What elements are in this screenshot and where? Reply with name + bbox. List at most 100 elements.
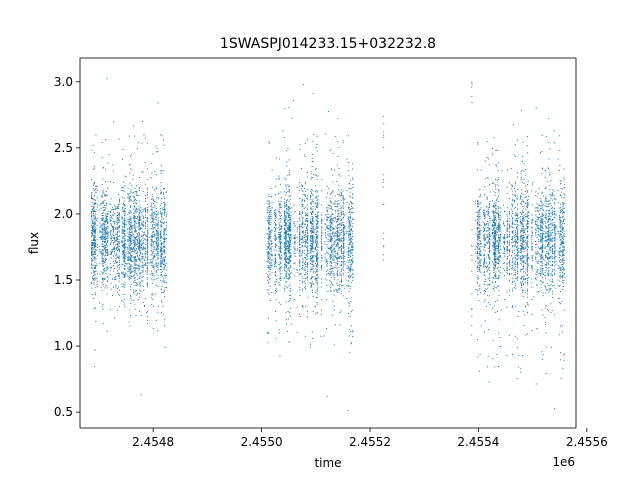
data-point: [164, 203, 166, 205]
data-point: [117, 222, 119, 224]
data-point: [336, 273, 338, 275]
data-point: [351, 226, 353, 228]
data-point: [306, 273, 308, 275]
data-point: [334, 324, 336, 326]
data-point: [161, 247, 163, 249]
data-point: [138, 237, 140, 239]
data-point: [124, 245, 126, 247]
data-point: [316, 259, 318, 261]
data-point: [267, 332, 269, 334]
data-point: [326, 270, 328, 272]
data-point: [287, 269, 289, 271]
data-point: [316, 231, 318, 233]
data-point: [165, 221, 167, 223]
data-point: [267, 253, 269, 255]
data-point: [333, 256, 335, 258]
data-point: [121, 272, 123, 274]
data-point: [118, 219, 120, 221]
data-point: [115, 206, 117, 208]
data-point: [105, 205, 107, 207]
data-point: [330, 221, 332, 223]
data-point: [325, 219, 327, 221]
data-point: [131, 256, 133, 258]
data-point: [352, 270, 354, 272]
data-point: [311, 213, 313, 215]
data-point: [117, 227, 119, 229]
data-point: [288, 248, 290, 250]
data-point: [340, 229, 342, 231]
data-point: [312, 248, 314, 250]
data-point: [339, 205, 341, 207]
data-point: [140, 228, 142, 230]
data-point: [268, 267, 270, 269]
data-point: [307, 296, 309, 298]
data-point: [130, 258, 132, 260]
data-point: [333, 169, 335, 171]
data-point: [114, 223, 116, 225]
data-point: [352, 260, 354, 262]
data-point: [284, 258, 286, 260]
data-point: [334, 210, 336, 212]
data-point: [343, 244, 345, 246]
data-point: [302, 288, 304, 290]
data-point: [331, 238, 333, 240]
data-point: [316, 224, 318, 226]
data-point: [131, 251, 133, 253]
data-point: [285, 242, 287, 244]
data-point: [293, 236, 295, 238]
data-point: [139, 289, 141, 291]
data-point: [112, 235, 114, 236]
data-point: [275, 320, 277, 322]
data-point: [316, 301, 318, 303]
data-point: [329, 284, 331, 286]
data-point: [117, 265, 119, 267]
data-point: [161, 302, 163, 304]
data-point: [307, 264, 309, 266]
data-point: [131, 247, 133, 249]
data-point: [284, 236, 286, 238]
data-point: [283, 225, 285, 227]
data-point: [113, 243, 115, 245]
data-point: [306, 268, 308, 270]
data-point: [332, 190, 334, 192]
data-point: [142, 263, 144, 265]
data-point: [157, 196, 159, 198]
data-point: [321, 282, 323, 284]
data-point: [110, 282, 112, 284]
data-point: [138, 264, 140, 266]
data-point: [288, 244, 290, 246]
data-point: [96, 185, 98, 187]
data-point: [164, 296, 166, 298]
data-point: [301, 238, 303, 240]
data-point: [134, 258, 136, 260]
data-point: [343, 256, 345, 258]
data-point: [105, 246, 107, 248]
data-point: [310, 247, 312, 249]
data-point: [306, 195, 308, 197]
data-point: [138, 277, 140, 279]
data-point: [310, 196, 312, 198]
data-point: [157, 285, 159, 287]
data-point: [129, 253, 131, 255]
data-point: [285, 262, 287, 264]
data-point: [106, 293, 108, 295]
data-point: [147, 322, 149, 324]
data-point: [278, 241, 280, 243]
data-point: [333, 290, 335, 292]
data-point: [157, 235, 159, 237]
data-point: [129, 232, 131, 234]
data-point: [116, 244, 118, 246]
data-point: [321, 230, 323, 232]
data-point: [333, 247, 335, 249]
data-point: [91, 198, 93, 200]
data-point: [161, 254, 163, 256]
data-point: [274, 292, 276, 294]
data-point: [337, 236, 339, 238]
data-point: [103, 233, 105, 235]
data-point: [349, 288, 351, 290]
data-point: [138, 223, 140, 225]
data-point: [310, 237, 312, 239]
data-point: [296, 186, 298, 188]
data-point: [123, 285, 125, 287]
data-point: [146, 284, 148, 286]
